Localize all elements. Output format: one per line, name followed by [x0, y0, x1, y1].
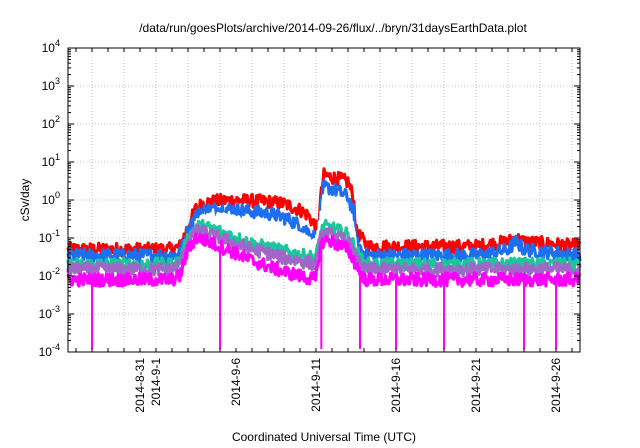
- chart-title: /data/run/goesPlots/archive/2014-09-26/f…: [139, 21, 527, 35]
- x-tick-label: 2014-9-21: [469, 358, 483, 413]
- x-tick-label: 2014-9-1: [149, 358, 163, 406]
- x-tick-label: 2014-9-11: [309, 358, 323, 412]
- y-tick-exponent: 3: [55, 76, 60, 86]
- series: [66, 223, 582, 278]
- series: [66, 232, 582, 288]
- series: [66, 167, 582, 258]
- series: [194, 193, 358, 256]
- series-line: [66, 223, 582, 278]
- x-axis-label: Coordinated Universal Time (UTC): [232, 430, 416, 444]
- data-series: [66, 167, 582, 349]
- x-tick-label: 2014-9-6: [229, 358, 243, 406]
- y-tick-exponent: 2: [55, 114, 60, 124]
- x-tick-labels: 2014-8-31 2014-9-1 2014-9-6 2014-9-11 2014-9…: [133, 358, 563, 413]
- y-tick-exponent: 4: [55, 38, 60, 48]
- y-tick-exponent: 1: [55, 152, 60, 162]
- x-tick-label: 2014-8-31: [133, 358, 147, 413]
- x-tick-label: 2014-9-16: [389, 358, 403, 413]
- y-tick-exponent: 0: [55, 190, 60, 200]
- y-tick-exponent: -4: [52, 342, 60, 352]
- y-tick-exponent: -3: [52, 304, 60, 314]
- series-line: [66, 167, 582, 258]
- y-tick-exponent: -2: [52, 266, 60, 276]
- y-tick-exponent: -1: [52, 228, 60, 238]
- axis-ticks: [68, 47, 580, 353]
- series-line: [66, 232, 582, 288]
- series-line: [194, 193, 358, 256]
- y-axis-label: cSv/day: [18, 179, 32, 222]
- x-tick-label: 2014-9-26: [549, 358, 563, 413]
